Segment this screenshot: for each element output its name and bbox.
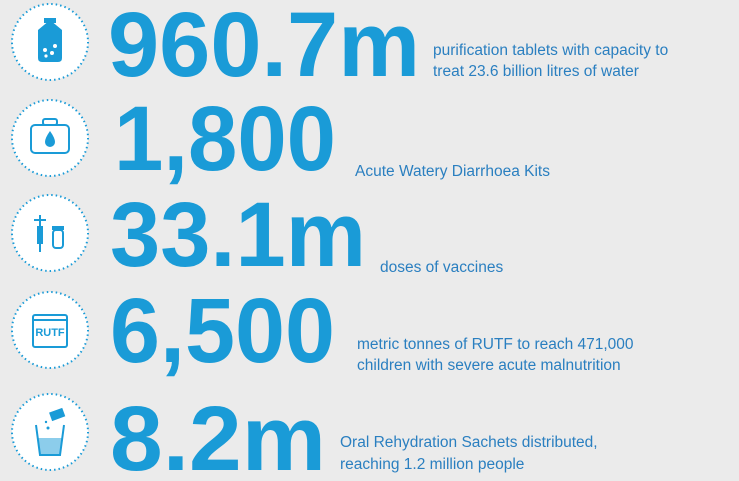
- kit-icon: [11, 99, 89, 177]
- description: reaching 1.2 million people: [340, 456, 524, 473]
- tablets-icon: [11, 3, 89, 81]
- rutf-icon: RUTF: [11, 291, 89, 369]
- figure: 33.1m: [110, 184, 366, 286]
- ors-icon: [11, 393, 89, 471]
- description: doses of vaccines: [380, 259, 503, 276]
- figure: 1,800: [114, 88, 336, 190]
- description: children with severe acute malnutrition: [357, 357, 621, 374]
- vaccine-icon: [11, 194, 89, 272]
- figure: 6,500: [110, 280, 335, 382]
- description: Oral Rehydration Sachets distributed,: [340, 434, 598, 451]
- description: metric tonnes of RUTF to reach 471,000: [357, 336, 634, 353]
- figure: 960.7m: [108, 0, 420, 96]
- description: treat 23.6 billion litres of water: [433, 63, 639, 80]
- icon-label: RUTF: [35, 327, 65, 339]
- description: Acute Watery Diarrhoea Kits: [355, 163, 550, 180]
- figure: 8.2m: [110, 388, 326, 481]
- description: purification tablets with capacity to: [433, 42, 668, 59]
